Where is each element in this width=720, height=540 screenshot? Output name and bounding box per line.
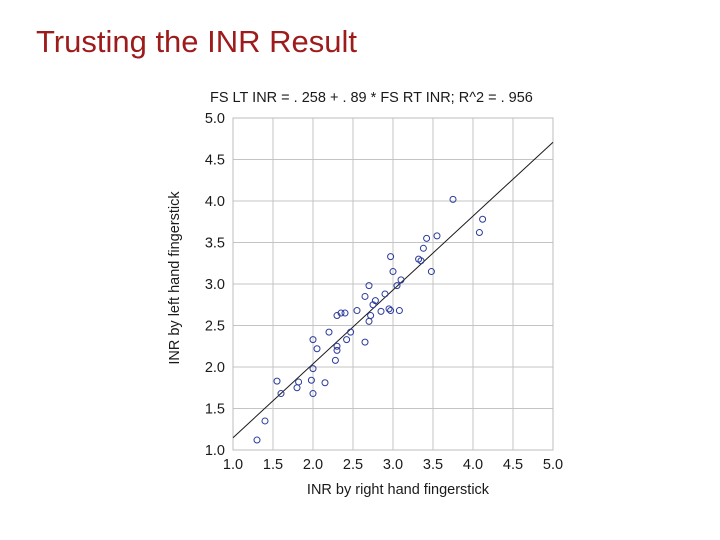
- x-tick-label: 4.0: [463, 457, 483, 473]
- y-tick-label: 3.0: [205, 277, 225, 293]
- x-tick-label: 2.0: [303, 457, 323, 473]
- data-points: [253, 195, 487, 444]
- data-point: [309, 336, 317, 344]
- data-point: [419, 244, 427, 252]
- data-point: [387, 307, 395, 315]
- data-point: [331, 356, 339, 364]
- data-point: [433, 232, 441, 240]
- data-point: [337, 309, 345, 317]
- data-point: [253, 436, 261, 444]
- data-point: [273, 377, 281, 385]
- y-tick-label: 4.0: [205, 194, 225, 210]
- data-point: [377, 307, 385, 315]
- data-point: [261, 417, 269, 425]
- y-axis-label: INR by left hand fingerstick: [167, 191, 183, 365]
- data-point: [361, 338, 369, 346]
- data-point: [385, 305, 393, 313]
- data-point: [449, 195, 457, 203]
- data-point: [417, 257, 425, 265]
- x-tick-label: 1.5: [263, 457, 283, 473]
- data-point: [313, 345, 321, 353]
- data-point: [333, 346, 341, 354]
- data-point: [389, 268, 397, 276]
- data-point: [365, 317, 373, 325]
- x-tick-label: 4.5: [503, 457, 523, 473]
- data-point: [277, 390, 285, 398]
- data-point: [387, 253, 395, 261]
- y-tick-label: 1.5: [205, 402, 225, 418]
- plot-frame: [232, 117, 554, 451]
- data-point: [395, 307, 403, 315]
- data-point: [475, 229, 483, 237]
- x-tick-label: 3.5: [423, 457, 443, 473]
- data-point: [309, 390, 317, 398]
- data-point: [295, 378, 303, 386]
- chart-title: FS LT INR = . 258 + . 89 * FS RT INR; R^…: [210, 90, 533, 106]
- data-point: [381, 290, 389, 298]
- data-point: [423, 234, 431, 242]
- data-point: [479, 215, 487, 223]
- data-point: [367, 312, 375, 320]
- data-point: [365, 282, 373, 290]
- y-tick-label: 2.0: [205, 360, 225, 376]
- data-point: [325, 328, 333, 336]
- y-tick-label: 1.0: [205, 443, 225, 459]
- y-tick-label: 2.5: [205, 319, 225, 335]
- regression-line: [232, 141, 554, 439]
- x-tick-label: 1.0: [223, 457, 243, 473]
- data-point: [293, 384, 301, 392]
- data-point: [393, 282, 401, 290]
- slide-title: Trusting the INR Result: [36, 24, 358, 59]
- x-axis-label: INR by right hand fingerstick: [307, 482, 490, 498]
- data-point: [353, 307, 361, 315]
- data-point: [347, 328, 355, 336]
- y-tick-label: 3.5: [205, 236, 225, 252]
- x-tick-label: 5.0: [543, 457, 563, 473]
- data-point: [333, 342, 341, 350]
- data-point: [397, 276, 405, 284]
- data-point: [427, 268, 435, 276]
- data-point: [309, 365, 317, 373]
- y-tick-label: 4.5: [205, 153, 225, 169]
- x-tick-label: 2.5: [343, 457, 363, 473]
- grid-lines: [232, 117, 554, 451]
- y-axis-ticks: 1.0 1.5 2.0 2.5 3.0 3.5 4.0 4.5 5.0: [205, 111, 225, 459]
- x-tick-label: 3.0: [383, 457, 403, 473]
- data-point: [341, 309, 349, 317]
- y-tick-label: 5.0: [205, 111, 225, 127]
- data-point: [307, 376, 315, 384]
- data-point: [343, 336, 351, 344]
- data-point: [321, 379, 329, 387]
- data-point: [361, 292, 369, 300]
- data-point: [371, 297, 379, 305]
- x-axis-ticks: 1.0 1.5 2.0 2.5 3.0 3.5 4.0 4.5 5.0: [223, 457, 563, 473]
